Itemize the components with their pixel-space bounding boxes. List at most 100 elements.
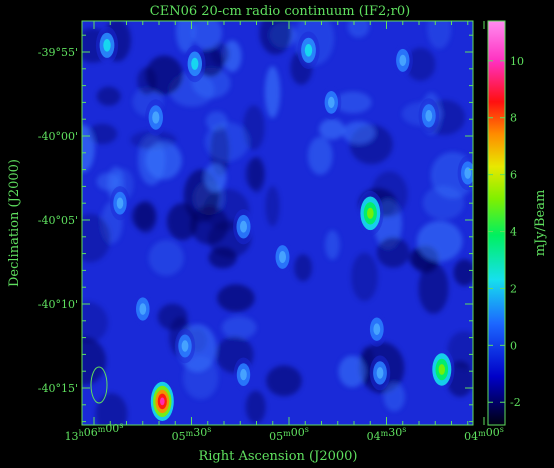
colorbar-gradient: [487, 20, 506, 426]
y-tick-label-2: -40°05': [38, 214, 78, 227]
source-18-contour-2: [116, 197, 124, 209]
noise-crest: [307, 136, 333, 175]
noise-crest: [175, 21, 195, 53]
source-8-contour-2: [304, 44, 313, 57]
noise-trough: [376, 237, 410, 268]
colorbar-tick-label-2: 2: [510, 282, 517, 295]
y-axis-label: Declination (J2000): [7, 159, 22, 287]
noise-crest: [82, 124, 95, 173]
noise-trough: [266, 365, 302, 397]
source-10-contour-2: [279, 251, 286, 263]
source-1: [148, 377, 177, 425]
noise-crest: [96, 172, 120, 191]
noise-crest: [204, 122, 250, 162]
source-15: [392, 43, 413, 78]
source-16: [457, 155, 473, 191]
y-tick-label-1: -40°00': [38, 130, 78, 143]
x-tick-label-2: 05m00s: [269, 425, 309, 443]
noise-crest: [148, 240, 184, 276]
colorbar-tick-label-4: 6: [510, 169, 517, 182]
noise-trough: [131, 202, 156, 230]
colorbar-tick-label-0: -2: [510, 396, 521, 409]
source-3-contour-3: [438, 364, 445, 375]
y-axis-ticks: -39°55' -40°00' -40°05' -40°10' -40°15': [38, 34, 473, 423]
noise-crest: [325, 230, 340, 260]
source-18: [110, 186, 130, 221]
noise-crest: [416, 220, 463, 262]
noise-trough: [351, 252, 378, 302]
noise-trough: [418, 263, 449, 314]
colorbar-tick-label-3: 4: [510, 226, 517, 239]
source-2: [357, 190, 384, 236]
x-axis-ticks: 13h06m00s 05m30s 05m00s 04m30s 04m00s: [65, 21, 504, 443]
noise-trough: [87, 123, 118, 145]
source-14: [418, 98, 440, 134]
source-10: [272, 239, 293, 275]
source-12-contour-2: [376, 367, 384, 379]
noise-trough: [82, 301, 108, 344]
y-tick-label-4: -40°15': [38, 382, 78, 395]
x-tick-label-1: 05m30s: [172, 425, 212, 443]
noise-crest: [319, 118, 345, 140]
noise-crest: [264, 66, 281, 119]
noise-crest: [383, 382, 405, 412]
noise-trough: [95, 393, 128, 425]
source-6-contour-2: [191, 57, 199, 70]
source-7: [145, 99, 167, 136]
noise-crest: [334, 91, 372, 114]
noise-trough: [190, 205, 229, 245]
noise-trough: [405, 47, 436, 81]
noise-trough: [96, 86, 121, 106]
source-19: [321, 85, 342, 120]
noise-crest: [422, 185, 465, 220]
noise-trough: [447, 331, 473, 369]
colorbar: -2 0 2 4 6 8 10 mJy/Beam: [487, 20, 548, 426]
noise-crest: [192, 21, 223, 50]
source-11-contour-2: [373, 323, 381, 336]
source-13-contour-2: [240, 368, 247, 381]
noise-trough: [217, 284, 255, 312]
noise-trough: [453, 259, 473, 286]
source-4: [95, 26, 119, 65]
noise-trough: [82, 336, 107, 386]
colorbar-tick-label-5: 8: [510, 112, 517, 125]
x-tick-label-3: 04m30s: [367, 425, 407, 443]
colorbar-label: mJy/Beam: [533, 190, 548, 257]
noise-trough: [294, 254, 312, 282]
noise-trough: [265, 186, 280, 227]
noise-crest: [221, 316, 257, 339]
source-11: [366, 311, 388, 347]
noise-crest: [347, 21, 370, 38]
plot-frame: [81, 20, 474, 426]
source-7-contour-2: [152, 111, 160, 124]
noise-crest: [145, 141, 182, 180]
noise-crest: [342, 121, 376, 144]
source-6: [184, 45, 206, 83]
source-13: [233, 357, 254, 392]
sources-layer: [95, 26, 473, 425]
source-17: [174, 328, 196, 364]
x-tick-label-0: 13h06m00s: [65, 421, 124, 443]
source-19-contour-2: [328, 96, 335, 109]
noise-trough: [82, 213, 111, 263]
noise-trough: [245, 158, 264, 190]
noise-trough: [259, 21, 292, 55]
source-5-contour-2: [139, 303, 147, 315]
source-16-contour-2: [464, 167, 472, 179]
source-1-contour-5: [160, 397, 165, 406]
synthesized-beam-ellipse: [90, 366, 108, 404]
noise-crest: [427, 21, 452, 49]
noise-trough: [166, 203, 198, 241]
x-axis-label: Right Ascension (J2000): [198, 449, 357, 464]
noise-crest: [204, 163, 227, 193]
source-9-contour-2: [240, 220, 247, 233]
x-tick-label-4: 04m00s: [464, 425, 504, 443]
source-2-contour-3: [367, 207, 374, 219]
image-area: [82, 21, 473, 425]
colorbar-tick-label-1: 0: [510, 339, 517, 352]
colorbar-tick-label-6: 10: [510, 55, 524, 68]
source-14-contour-2: [425, 110, 433, 122]
source-9: [233, 209, 254, 245]
noise-crest: [338, 355, 366, 388]
